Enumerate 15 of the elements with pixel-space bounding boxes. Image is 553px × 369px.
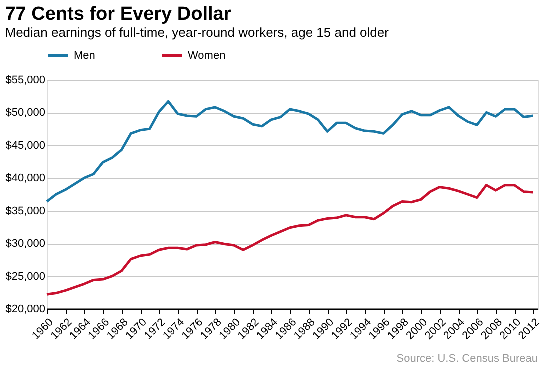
chart-subtitle: Median earnings of full-time, year-round workers, age 15 and older — [5, 25, 390, 40]
y-tick-label: $35,000 — [6, 205, 46, 218]
legend-label: Men — [74, 50, 96, 62]
y-tick-label: $20,000 — [6, 304, 46, 316]
line-series — [46, 100, 535, 203]
line-series — [46, 184, 535, 296]
y-tick-label: $40,000 — [6, 172, 46, 185]
legend-label: Women — [188, 50, 226, 62]
chart-title: 77 Cents for Every Dollar — [5, 4, 232, 25]
y-tick-label: $50,000 — [6, 107, 46, 120]
y-tick-label: $55,000 — [6, 74, 46, 86]
y-tick-label: $25,000 — [6, 270, 46, 283]
y-tick-label: $30,000 — [6, 238, 46, 250]
source-note: Source: U.S. Census Bureau — [396, 353, 538, 365]
y-tick-label: $45,000 — [6, 140, 46, 152]
